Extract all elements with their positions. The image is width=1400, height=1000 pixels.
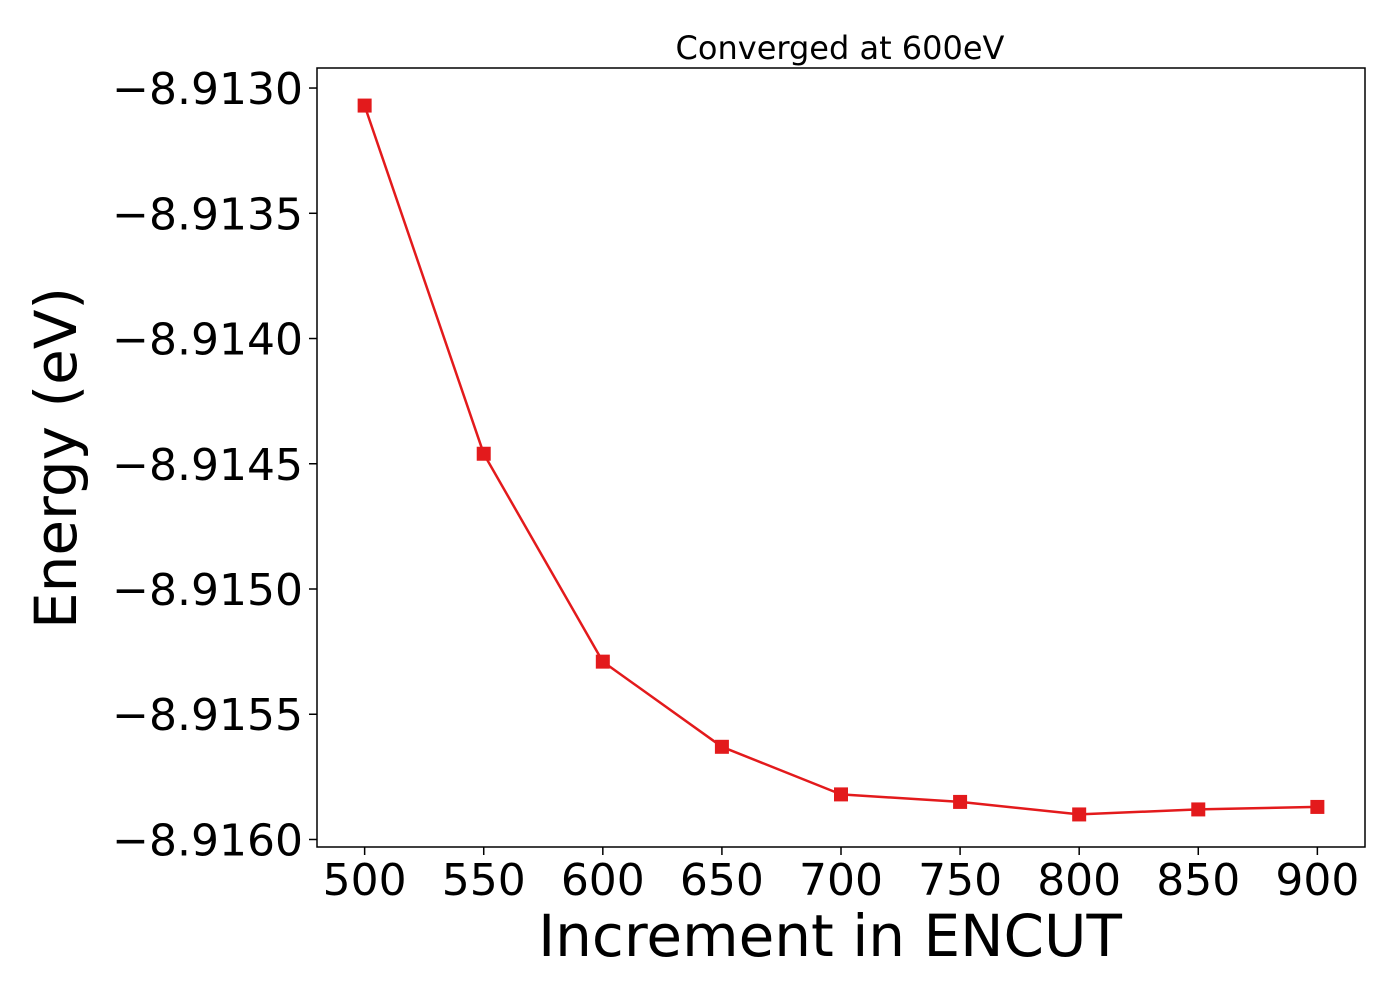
data-point [1072, 807, 1087, 822]
x-tick-label: 700 [799, 855, 883, 906]
x-axis-title: Increment in ENCUT [538, 902, 1122, 970]
x-tick-label: 600 [561, 855, 645, 906]
y-tick-label: −8.9160 [112, 815, 303, 866]
y-axis-ticks: −8.9130 −8.9135 −8.9140 −8.9145 −8.9150 −8.91… [112, 64, 317, 866]
x-tick-label: 900 [1275, 855, 1359, 906]
data-point [357, 98, 372, 113]
y-tick-label: −8.9155 [112, 690, 303, 741]
y-tick-label: −8.9130 [112, 64, 303, 115]
x-tick-label: 750 [918, 855, 1002, 906]
y-tick-label: −8.9150 [112, 565, 303, 616]
x-tick-label: 800 [1037, 855, 1121, 906]
data-point [1310, 799, 1325, 814]
x-tick-label: 650 [680, 855, 764, 906]
data-point [1191, 802, 1206, 817]
x-tick-label: 500 [323, 855, 407, 906]
y-tick-label: −8.9140 [112, 315, 303, 366]
series-layer [357, 98, 1325, 822]
chart-title: Converged at 600eV [676, 29, 1005, 67]
data-point [834, 787, 848, 802]
x-axis-ticks: 500 550 600 650 700 750 800 850 900 [323, 847, 1359, 906]
y-tick-label: −8.9145 [112, 440, 303, 491]
data-point [953, 794, 968, 809]
x-tick-label: 850 [1156, 855, 1240, 906]
data-point [595, 654, 610, 669]
x-tick-label: 550 [442, 855, 526, 906]
y-tick-label: −8.9135 [112, 189, 303, 240]
plot-frame [316, 67, 1366, 848]
y-axis-title: Energy (eV) [22, 287, 90, 629]
data-point [714, 739, 729, 754]
data-point [476, 446, 491, 461]
